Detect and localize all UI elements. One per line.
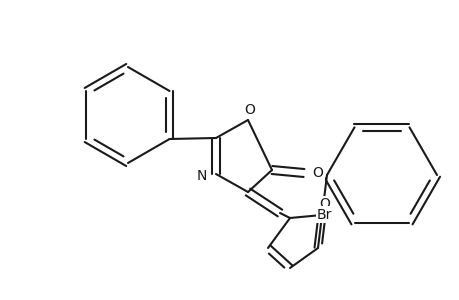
Text: N: N bbox=[196, 169, 207, 183]
Text: Br: Br bbox=[316, 208, 332, 222]
Text: O: O bbox=[244, 103, 255, 117]
Text: O: O bbox=[312, 166, 323, 180]
Text: O: O bbox=[319, 197, 330, 211]
